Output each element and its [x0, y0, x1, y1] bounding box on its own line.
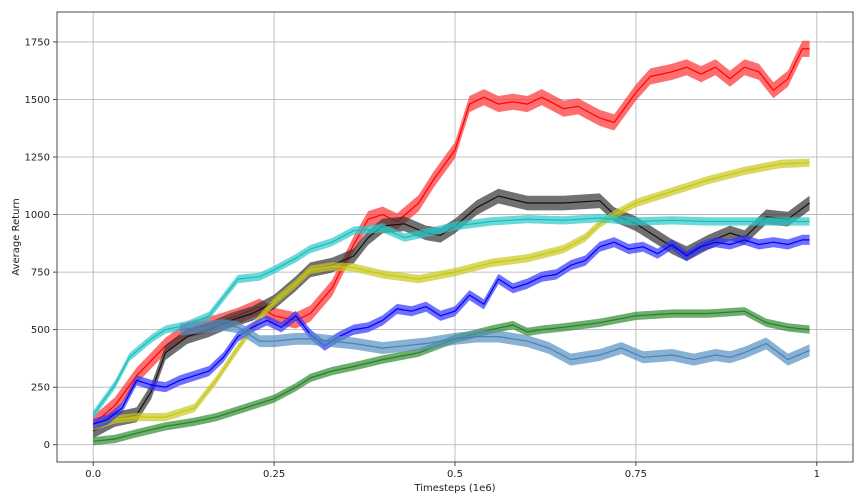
y-tick-label: 1750 — [25, 37, 50, 48]
series-5 — [93, 307, 810, 446]
series-line — [93, 162, 810, 427]
x-tick-label: 0.75 — [625, 469, 647, 480]
series-band — [180, 319, 810, 366]
y-tick-label: 250 — [31, 383, 50, 394]
series-line — [93, 310, 810, 442]
series-2 — [93, 158, 810, 431]
y-axis-label: Average Return — [11, 198, 22, 275]
x-tick-label: 1 — [814, 469, 820, 480]
x-tick-label: 0.25 — [263, 469, 285, 480]
series-line — [179, 324, 810, 361]
series-6 — [179, 319, 810, 366]
ticks: 0.0 0.25 0.5 0.75 1 0 250 500 750 1000 1250 1500 175… — [25, 37, 820, 480]
y-tick-label: 1500 — [25, 95, 50, 106]
series-band — [93, 188, 810, 439]
y-tick-label: 500 — [31, 325, 50, 336]
x-tick-label: 0.0 — [85, 469, 101, 480]
y-tick-label: 1250 — [25, 153, 50, 164]
series-line — [93, 239, 810, 425]
series-layer — [92, 40, 810, 446]
x-axis-label: Timesteps (1e6) — [413, 483, 495, 494]
y-tick-label: 750 — [31, 268, 50, 279]
series-band — [93, 158, 810, 431]
series-4 — [93, 234, 810, 430]
y-tick-label: 0 — [44, 440, 50, 451]
series-band — [93, 40, 810, 433]
x-tick-label: 0.5 — [447, 469, 463, 480]
y-tick-label: 1000 — [25, 210, 50, 221]
series-line — [92, 48, 810, 425]
